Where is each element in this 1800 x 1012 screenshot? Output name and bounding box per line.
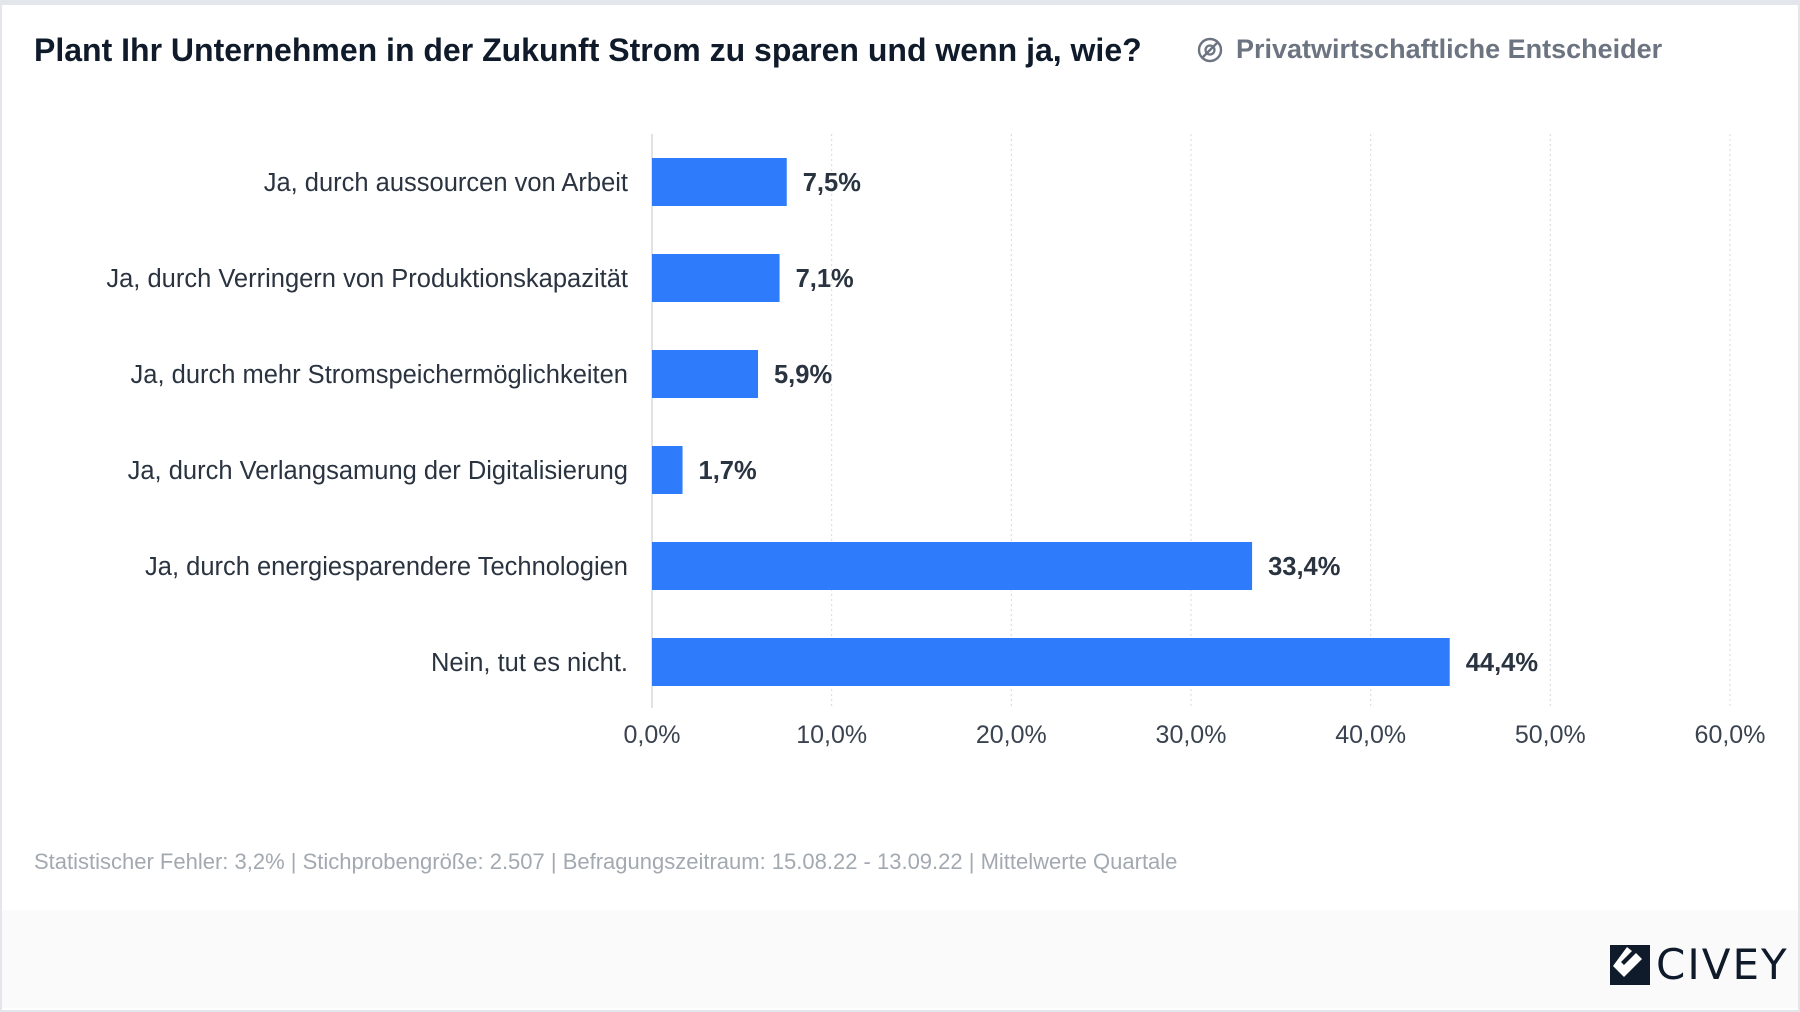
bar bbox=[652, 542, 1253, 590]
civey-logo[interactable]: CIVEY bbox=[1610, 940, 1789, 989]
civey-logo-icon bbox=[1610, 944, 1650, 985]
footer-band bbox=[2, 910, 1798, 1008]
filter-circle-icon bbox=[1197, 37, 1223, 62]
value-label: 7,1% bbox=[796, 265, 854, 293]
category-label: Ja, durch mehr Stromspeichermöglichkeite… bbox=[131, 361, 628, 389]
x-tick-label: 50,0% bbox=[1515, 721, 1586, 749]
category-label: Nein, tut es nicht. bbox=[431, 649, 628, 677]
logo-text: CIVEY bbox=[1656, 940, 1789, 989]
bar bbox=[652, 158, 787, 206]
category-label: Ja, durch energiesparendere Technologien bbox=[145, 553, 628, 581]
x-tick-label: 40,0% bbox=[1335, 721, 1406, 749]
x-tick-label: 30,0% bbox=[1156, 721, 1227, 749]
x-tick-label: 0,0% bbox=[624, 721, 681, 749]
value-label: 33,4% bbox=[1268, 553, 1340, 581]
category-label: Ja, durch Verlangsamung der Digitalisier… bbox=[128, 457, 628, 485]
value-label: 5,9% bbox=[774, 361, 832, 389]
x-tick-label: 10,0% bbox=[796, 721, 867, 749]
segment-label[interactable]: Privatwirtschaftliche Entscheider bbox=[1196, 34, 1662, 65]
bar bbox=[652, 446, 683, 494]
bar-chart: 0,0% 10,0% 20,0% 30,0% 40,0% 50,0% 60,0% Ja, du… bbox=[106, 134, 1766, 749]
bar bbox=[652, 638, 1450, 686]
value-label: 44,4% bbox=[1466, 649, 1538, 677]
chart-title: Plant Ihr Unternehmen in der Zukunft Str… bbox=[34, 32, 1142, 68]
x-tick-label: 20,0% bbox=[976, 721, 1047, 749]
bar bbox=[652, 254, 780, 302]
value-label: 7,5% bbox=[803, 169, 861, 197]
value-label: 1,7% bbox=[699, 457, 757, 485]
bar bbox=[652, 350, 759, 398]
category-label: Ja, durch aussourcen von Arbeit bbox=[264, 169, 628, 197]
category-label: Ja, durch Verringern von Produktionskapa… bbox=[106, 265, 628, 293]
footer-note: Statistischer Fehler: 3,2% | Stichproben… bbox=[34, 849, 1178, 874]
x-tick-label: 60,0% bbox=[1695, 721, 1766, 749]
segment-text: Privatwirtschaftliche Entscheider bbox=[1236, 34, 1663, 64]
